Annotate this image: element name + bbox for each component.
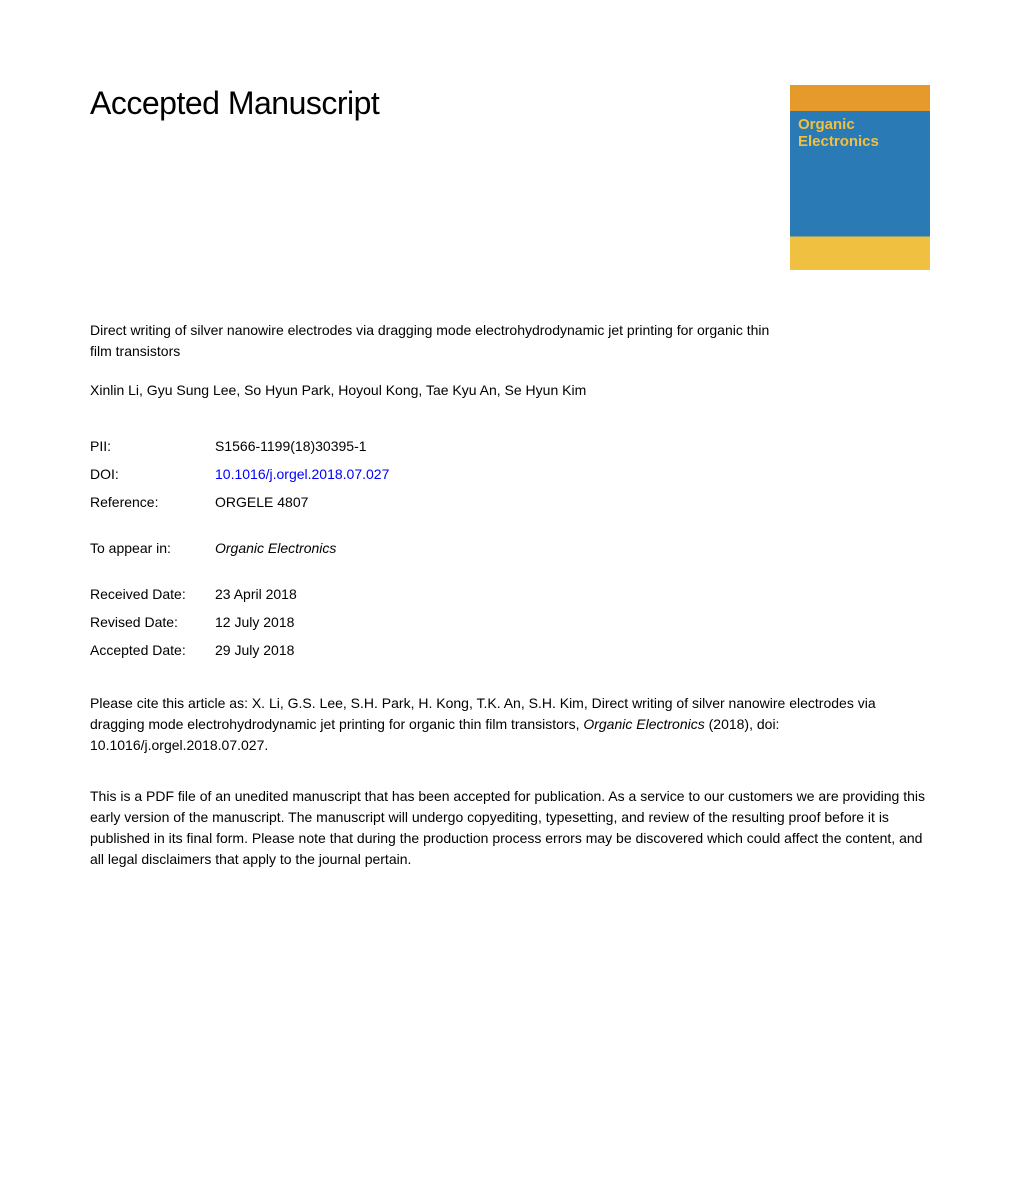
citation-text: Please cite this article as: X. Li, G.S.… xyxy=(90,693,930,756)
citation-journal: Organic Electronics xyxy=(583,716,704,732)
metadata-table: PII: S1566-1199(18)30395-1 DOI: 10.1016/… xyxy=(90,438,930,658)
metadata-row-revised: Revised Date: 12 July 2018 xyxy=(90,614,930,630)
to-appear-label: To appear in: xyxy=(90,540,215,556)
page-title: Accepted Manuscript xyxy=(90,85,379,122)
received-date-value: 23 April 2018 xyxy=(215,586,930,602)
pii-label: PII: xyxy=(90,438,215,454)
accepted-date-value: 29 July 2018 xyxy=(215,642,930,658)
metadata-row-reference: Reference: ORGELE 4807 xyxy=(90,494,930,510)
received-date-label: Received Date: xyxy=(90,586,215,602)
journal-cover-title: OrganicElectronics xyxy=(798,117,879,150)
metadata-row-received: Received Date: 23 April 2018 xyxy=(90,586,930,602)
article-title: Direct writing of silver nanowire electr… xyxy=(90,320,770,362)
reference-value: ORGELE 4807 xyxy=(215,494,930,510)
metadata-row-pii: PII: S1566-1199(18)30395-1 xyxy=(90,438,930,454)
doi-link[interactable]: 10.1016/j.orgel.2018.07.027 xyxy=(215,466,930,482)
reference-label: Reference: xyxy=(90,494,215,510)
accepted-date-label: Accepted Date: xyxy=(90,642,215,658)
metadata-row-accepted: Accepted Date: 29 July 2018 xyxy=(90,642,930,658)
header-row: Accepted Manuscript OrganicElectronics xyxy=(90,85,930,270)
disclaimer-text: This is a PDF file of an unedited manusc… xyxy=(90,786,930,870)
metadata-row-to-appear: To appear in: Organic Electronics xyxy=(90,540,930,556)
to-appear-value: Organic Electronics xyxy=(215,540,930,556)
revised-date-value: 12 July 2018 xyxy=(215,614,930,630)
metadata-row-doi: DOI: 10.1016/j.orgel.2018.07.027 xyxy=(90,466,930,482)
article-authors: Xinlin Li, Gyu Sung Lee, So Hyun Park, H… xyxy=(90,382,930,398)
journal-cover-thumbnail: OrganicElectronics xyxy=(790,85,930,270)
revised-date-label: Revised Date: xyxy=(90,614,215,630)
pii-value: S1566-1199(18)30395-1 xyxy=(215,438,930,454)
doi-label: DOI: xyxy=(90,466,215,482)
